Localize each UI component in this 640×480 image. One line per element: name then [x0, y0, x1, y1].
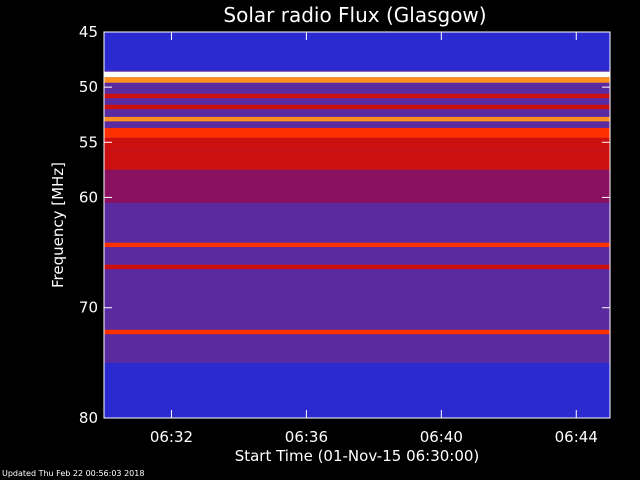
- x-tick-label: 06:36: [285, 428, 328, 446]
- frequency-band-10: [104, 242, 610, 248]
- x-tick-label: 06:40: [420, 428, 463, 446]
- y-tick-label: 55: [79, 133, 98, 151]
- chart-title: Solar radio Flux (Glasgow): [223, 3, 486, 27]
- y-tick-label: 60: [79, 188, 98, 206]
- x-tick-label: 06:44: [555, 428, 598, 446]
- axis-ticks: 06:32 06:36 06:40 06:44 45 50 55 60 70 80: [79, 23, 610, 446]
- frequency-band-6: [104, 127, 610, 138]
- frequency-band-5: [104, 116, 610, 122]
- spectrogram-background: [104, 32, 610, 418]
- frequency-band-8: [104, 151, 610, 170]
- spectrogram-plot-area: [104, 32, 610, 418]
- y-tick-label: 80: [79, 409, 98, 427]
- frequency-band-7: [104, 137, 610, 152]
- frequency-band-13: [104, 362, 610, 418]
- y-tick-label: 45: [79, 23, 98, 41]
- frequency-band-2: [104, 77, 610, 83]
- frequency-band-11: [104, 264, 610, 270]
- frequency-band-9: [104, 169, 610, 203]
- frequency-band-1: [104, 71, 610, 78]
- frequency-band-3: [104, 93, 610, 99]
- frequency-band-4: [104, 104, 610, 110]
- updated-timestamp: Updated Thu Feb 22 00:56:03 2018: [2, 469, 145, 478]
- x-tick-label: 06:32: [150, 428, 193, 446]
- frequency-band-0: [104, 32, 610, 71]
- x-axis-label: Start Time (01-Nov-15 06:30:00): [235, 447, 480, 465]
- plot-frame: [103, 31, 611, 419]
- y-axis-label: Frequency [MHz]: [49, 162, 67, 288]
- frequency-band-12: [104, 329, 610, 335]
- y-tick-label: 50: [79, 78, 98, 96]
- y-tick-label: 70: [79, 299, 98, 317]
